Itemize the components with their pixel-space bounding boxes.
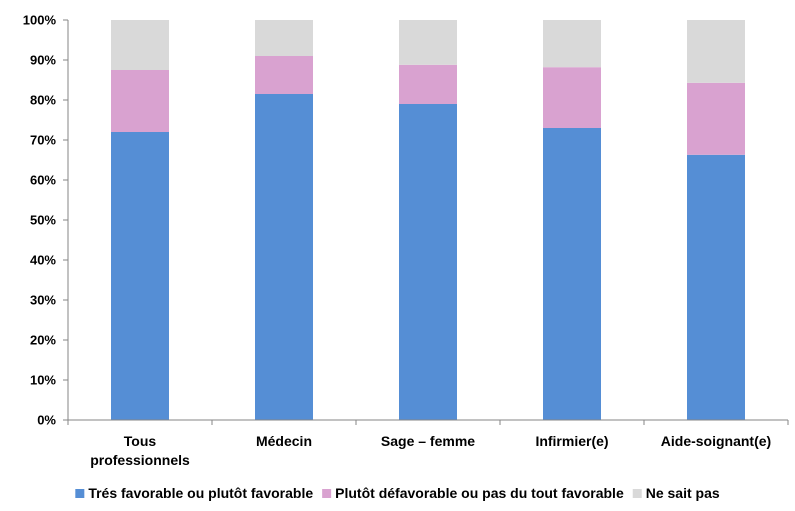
legend-item-3: Ne sait pas xyxy=(632,485,720,501)
bar-segment-2-cat-4 xyxy=(543,67,601,128)
legend-label: Trés favorable ou plutôt favorable xyxy=(88,485,313,501)
legend-label: Ne sait pas xyxy=(646,485,720,501)
bar-segment-1-cat-1 xyxy=(111,132,169,420)
legend-item-2: Plutôt défavorable ou pas du tout favora… xyxy=(322,485,624,501)
bar-segment-2-cat-1 xyxy=(111,70,169,132)
legend-swatch xyxy=(632,489,642,498)
x-category-label: Infirmier(e) xyxy=(535,433,608,449)
y-tick-label: 60% xyxy=(30,173,56,188)
y-tick-label: 50% xyxy=(30,213,56,228)
bar-segment-3-cat-1 xyxy=(111,20,169,70)
bar-segment-3-cat-4 xyxy=(543,20,601,68)
x-category-label: Aide-soignant(e) xyxy=(661,433,771,449)
bar-segment-2-cat-5 xyxy=(687,82,745,155)
bar-segment-1-cat-5 xyxy=(687,154,745,421)
y-tick-label: 70% xyxy=(30,133,56,148)
y-tick-label: 30% xyxy=(30,293,56,308)
bar-segment-1-cat-3 xyxy=(399,104,457,420)
y-tick-label: 100% xyxy=(23,13,57,28)
legend-swatch xyxy=(75,489,85,498)
y-tick-label: 90% xyxy=(30,53,56,68)
x-category-label: Tous professionnels xyxy=(90,433,190,468)
x-category-label: Médecin xyxy=(256,433,312,449)
y-tick-label: 80% xyxy=(30,93,56,108)
bar-segment-1-cat-4 xyxy=(543,128,601,420)
legend-label: Plutôt défavorable ou pas du tout favora… xyxy=(335,485,624,501)
bar-segment-3-cat-5 xyxy=(687,20,745,83)
legend-swatch xyxy=(322,489,332,498)
y-tick-label: 0% xyxy=(37,413,56,428)
bar-segment-1-cat-2 xyxy=(255,94,313,420)
x-category-label: Sage – femme xyxy=(381,433,475,449)
y-tick-label: 20% xyxy=(30,333,56,348)
y-tick-label: 40% xyxy=(30,253,56,268)
legend-item-1: Trés favorable ou plutôt favorable xyxy=(75,485,313,501)
y-tick-label: 10% xyxy=(30,373,56,388)
bar-segment-3-cat-2 xyxy=(255,20,313,56)
bar-segment-2-cat-2 xyxy=(255,56,313,94)
bar-segment-3-cat-3 xyxy=(399,20,457,65)
bar-segment-2-cat-3 xyxy=(399,64,457,104)
